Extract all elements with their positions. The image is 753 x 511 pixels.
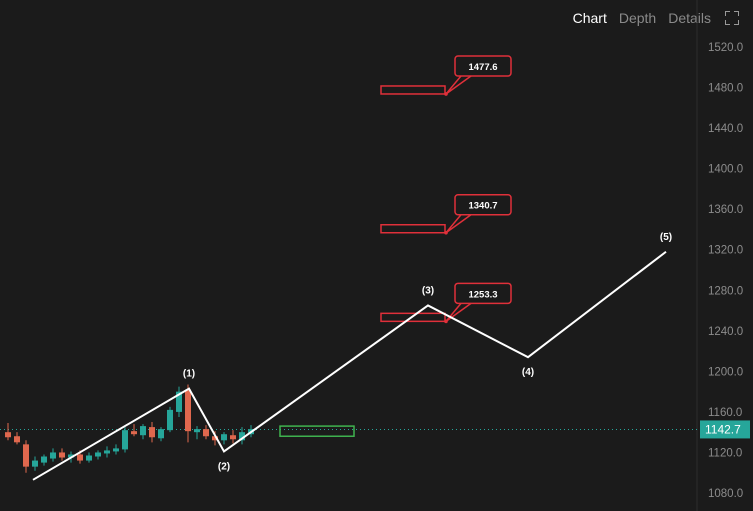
target-zone-box [380, 312, 446, 323]
target-callout-pointer [445, 214, 472, 234]
target-label: 1253.3 [468, 289, 497, 300]
wave-label: (4) [522, 367, 534, 378]
target-callout-pointer [445, 75, 472, 95]
candle-body [185, 389, 191, 432]
wave-labels: (1) (2) (3) (4) (5) [183, 232, 672, 473]
candle-body [230, 435, 236, 440]
current-price-label: 1142.7 [705, 422, 741, 436]
fullscreen-icon[interactable] [725, 11, 739, 25]
y-tick-label: 1280.0 [708, 285, 743, 297]
candle-body [104, 450, 110, 454]
current-price-tag: 1142.7 [700, 420, 750, 439]
candle-body [86, 455, 92, 461]
wave-label: (1) [183, 369, 195, 380]
y-tick-label: 1160.0 [708, 407, 742, 419]
y-tick-label: 1520.0 [708, 42, 743, 54]
y-tick-label: 1480.0 [708, 83, 743, 95]
candle-body [95, 452, 101, 457]
candle-body [212, 436, 218, 441]
y-tick-label: 1440.0 [708, 123, 743, 135]
target-callout-dot [444, 230, 448, 235]
candle-body [149, 427, 155, 438]
target-callout-box [454, 193, 512, 216]
y-tick-label: 1240.0 [708, 326, 743, 338]
wave-label: (3) [422, 285, 434, 296]
target-zones: 1253.3 1340.7 1477.6 [380, 55, 512, 324]
candle-body [122, 430, 128, 450]
target-callout-box [454, 55, 512, 77]
candle-body [167, 409, 173, 431]
candle-body [194, 429, 200, 433]
target-zone-box [380, 85, 446, 95]
candle-body [239, 432, 245, 441]
target-callout-box [454, 282, 512, 305]
wave-label: (2) [218, 461, 230, 472]
tab-details[interactable]: Details [668, 10, 711, 26]
candle-body [32, 460, 38, 467]
candlestick-series [5, 384, 254, 473]
target-zone-box [380, 223, 446, 234]
candle-body [176, 391, 182, 412]
candle-body [50, 452, 56, 459]
candle-body [5, 432, 11, 438]
target-label: 1340.7 [468, 201, 497, 212]
y-tick-label: 1320.0 [708, 245, 743, 257]
target-callout-pointer [445, 302, 472, 322]
target-callout-dot [444, 92, 448, 96]
wave-label: (5) [660, 232, 672, 243]
y-tick-label: 1080.0 [708, 488, 743, 500]
view-tabs: Chart Depth Details [573, 10, 739, 26]
y-tick-label: 1400.0 [708, 164, 743, 176]
candle-body [77, 454, 83, 461]
candle-body [221, 434, 227, 441]
entry-zone-box [279, 425, 355, 437]
candle-body [203, 429, 209, 437]
candle-body [131, 431, 137, 435]
candle-body [59, 452, 65, 458]
tab-depth[interactable]: Depth [618, 10, 657, 26]
candle-body [158, 429, 164, 439]
tab-chart[interactable]: Chart [572, 10, 607, 26]
candle-body [23, 444, 29, 467]
candle-body [14, 436, 20, 443]
y-tick-label: 1120.0 [708, 447, 742, 459]
candle-body [113, 448, 119, 452]
target-label: 1477.6 [468, 62, 497, 73]
candle-body [41, 456, 47, 463]
y-tick-label: 1360.0 [708, 204, 743, 216]
y-tick-label: 1200.0 [708, 366, 743, 378]
y-axis: 1080.0 1120.0 1160.0 1200.0 1240.0 1280.0 1320… [708, 42, 743, 500]
candle-body [140, 426, 146, 436]
target-callout-dot [444, 319, 448, 324]
candle-body [68, 454, 74, 458]
elliott-wave-line [32, 250, 667, 481]
